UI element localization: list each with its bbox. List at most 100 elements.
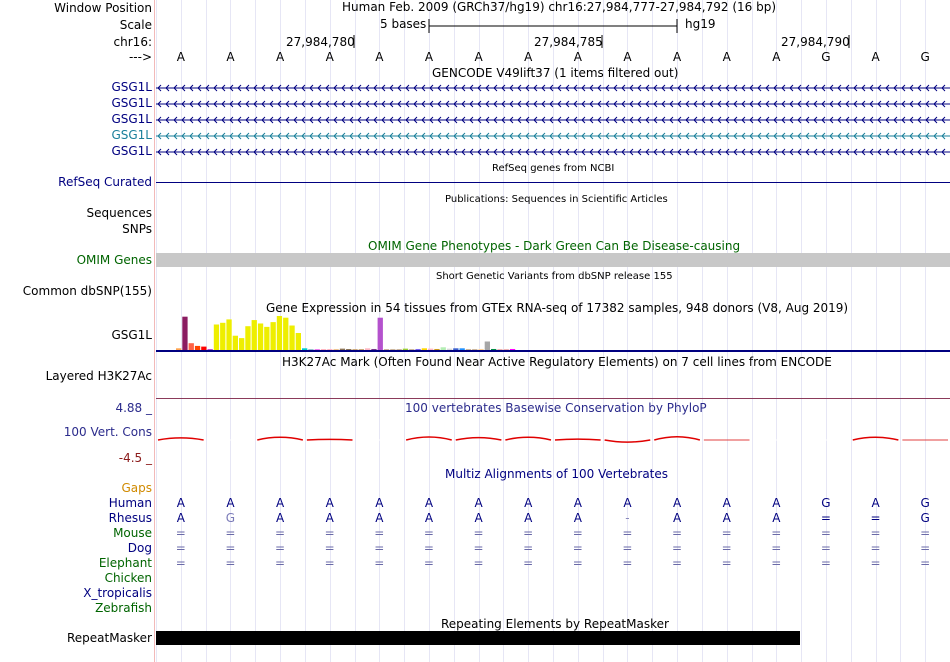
align-base-rhesus: A [176,511,185,525]
repeat-title: Repeating Elements by RepeatMasker [441,617,669,631]
align-base-rhesus: A [573,511,582,525]
align-base-dog: = [721,541,732,555]
align-base-mouse: = [423,526,434,540]
pubs-title: Publications: Sequences in Scientific Ar… [445,194,668,205]
gridline [355,0,356,662]
h3k-line[interactable] [156,398,950,399]
gtex-baseline [156,350,950,352]
align-base-dog: = [225,541,236,555]
label-gsg1l-1[interactable]: GSG1L [111,80,152,94]
label-dog[interactable]: Dog [127,541,152,555]
align-row-elephant: = = = = = = = = = = = = = = = = [156,556,950,570]
gtex-bar-brain1 [213,324,220,350]
label-gsg1l-4[interactable]: GSG1L [111,128,152,142]
align-base-dog: = [572,541,583,555]
phylop-chart[interactable] [156,420,950,460]
repeat-bar[interactable] [156,631,800,645]
base-letter: A [524,50,533,64]
refseq-title: RefSeq genes from NCBI [492,163,615,174]
label-dbsnp[interactable]: Common dbSNP(155) [22,284,152,298]
align-base-mouse: = [225,526,236,540]
label-rhesus[interactable]: Rhesus [108,511,152,525]
align-base-rhesus: - [625,511,630,525]
label-omim[interactable]: OMIM Genes [76,253,152,267]
gtex-bar-spleen [472,349,478,350]
align-row-mouse: = = = = = = = = = = = = = = = = [156,526,950,540]
label-elephant[interactable]: Elephant [98,556,152,570]
gtex-chart[interactable] [156,316,950,352]
label-refseq[interactable]: RefSeq Curated [58,175,152,189]
gtex-bar-artery2 [194,345,201,350]
align-base-dog: = [672,541,683,555]
gtex-bar-esoph2 [352,349,358,350]
align-base-dog: = [523,541,534,555]
gtex-bar-skin2 [459,348,465,350]
coord-label-3: 27,984,790 [781,35,850,49]
gtex-bar-esoph3 [358,349,364,350]
omim-bar[interactable] [156,253,950,267]
align-base-dog: = [374,541,385,555]
gridline [503,0,504,662]
phylop-mark [554,438,601,441]
align-base-rhesus: A [325,511,334,525]
gtex-bar-cells1 [308,349,314,350]
align-base-dog: = [275,541,286,555]
label-gsg1l-5[interactable]: GSG1L [111,144,152,158]
align-base-dog: = [771,541,782,555]
gtex-bar-colon1 [333,348,339,350]
gridline [801,0,802,662]
align-base-mouse: = [473,526,484,540]
gtex-bar-brain8 [257,323,264,350]
gridline [627,0,628,662]
label-zebrafish[interactable]: Zebrafish [95,601,152,615]
gtex-title: Gene Expression in 54 tissues from GTEx … [266,301,849,315]
align-base-mouse: = [622,526,633,540]
align-base-elephant: = [275,556,286,570]
label-repeatmasker[interactable]: RepeatMasker [66,631,152,645]
align-base-mouse: = [870,526,881,540]
label-mouse[interactable]: Mouse [113,526,152,540]
base-letter: A [871,50,880,64]
label-gsg1l-3[interactable]: GSG1L [111,112,152,126]
label-gaps[interactable]: Gaps [121,481,152,495]
base-letter: A [275,50,285,64]
gtex-bar-intestine [465,348,472,350]
align-base-elephant: = [175,556,186,570]
align-base-elephant: = [771,556,782,570]
align-base-elephant: = [920,556,931,570]
gtex-bar-brain6 [245,326,251,350]
scale-bar [428,19,678,33]
label-separator[interactable] [154,0,155,662]
align-base-dog: = [175,541,186,555]
align-base-elephant: = [225,556,236,570]
label-cons[interactable]: 100 Vert. Cons [63,425,152,439]
assembly-label: hg19 [685,17,716,31]
gtex-bar-uterus [497,348,503,350]
phylop-mark [604,439,651,443]
track-labels: Window Position Scale chr16: ---> GSG1L … [0,0,154,662]
gtex-bar-stomach [478,348,484,350]
align-base-elephant: = [721,556,732,570]
gencode-transcripts[interactable] [156,80,950,160]
gtex-bar-brain10 [270,322,276,350]
label-sequences[interactable]: Sequences [86,206,152,220]
label-human[interactable]: Human [108,496,152,510]
refseq-line[interactable] [156,182,950,183]
gridline [206,0,207,662]
label-chicken[interactable]: Chicken [104,571,152,585]
label-snps[interactable]: SNPs [122,222,152,236]
align-base-dog: = [473,541,484,555]
label-gtex[interactable]: GSG1L [111,328,152,342]
gtex-bar-adrenal [182,316,188,350]
align-base-elephant: = [473,556,484,570]
label-chrom: chr16: [113,35,152,49]
label-gsg1l-2[interactable]: GSG1L [111,96,152,110]
coord-label-2: 27,984,785 [534,35,603,49]
align-base-mouse: = [721,526,732,540]
track-area[interactable]: Human Feb. 2009 (GRCh37/hg19) chr16:27,9… [156,0,950,662]
align-base-human: A [623,496,632,510]
label-h3k27ac[interactable]: Layered H3K27Ac [45,369,152,383]
label-xtrop[interactable]: X_tropicalis [83,586,152,600]
gridline [925,0,926,662]
